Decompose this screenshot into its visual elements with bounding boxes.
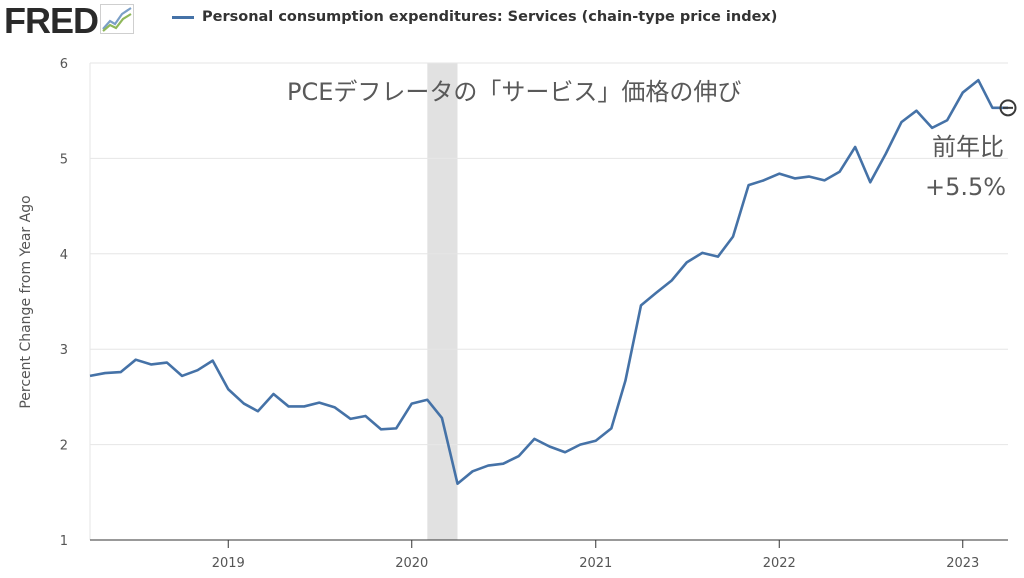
fred-logo-text: FRED bbox=[4, 0, 99, 41]
gridlines bbox=[89, 62, 1008, 540]
series-line[interactable] bbox=[89, 78, 1008, 486]
legend-swatch bbox=[172, 15, 194, 19]
x-tick-label: 2022 bbox=[763, 556, 796, 571]
annotation-title: PCEデフレータの「サービス」価格の伸び bbox=[287, 78, 741, 106]
y-axis: 1 2 3 4 5 6 bbox=[60, 57, 68, 549]
chart-line-icon bbox=[100, 4, 134, 34]
y-tick-label: 3 bbox=[60, 343, 68, 358]
x-tick-label: 2023 bbox=[946, 556, 979, 571]
legend-label: Personal consumption expenditures: Servi… bbox=[202, 9, 778, 25]
annotation-yoy-value: +5.5% bbox=[925, 173, 1006, 201]
chart-header: FRED Personal consumption expenditures: … bbox=[0, 0, 1024, 44]
annotation-yoy-label: 前年比 bbox=[932, 133, 1004, 161]
y-tick-label: 5 bbox=[60, 152, 68, 167]
x-tick-label: 2021 bbox=[579, 556, 612, 571]
y-tick-label: 1 bbox=[60, 534, 68, 549]
y-tick-label: 6 bbox=[60, 57, 68, 72]
fred-logo[interactable]: FRED bbox=[4, 2, 134, 40]
y-tick-label: 2 bbox=[60, 439, 68, 454]
last-point-marker bbox=[999, 99, 1017, 117]
x-tick-label: 2020 bbox=[395, 556, 428, 571]
x-axis: 2019 2020 2021 2022 2023 bbox=[212, 540, 979, 571]
legend: Personal consumption expenditures: Servi… bbox=[172, 9, 777, 25]
y-tick-label: 4 bbox=[60, 248, 68, 263]
x-tick-label: 2019 bbox=[212, 556, 245, 571]
y-axis-label: Percent Change from Year Ago bbox=[18, 195, 34, 408]
